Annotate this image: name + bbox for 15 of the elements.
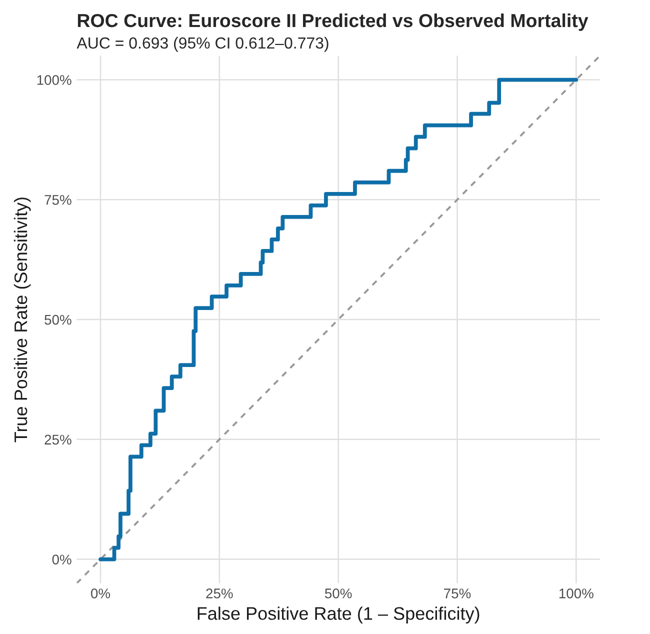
y-tick-label: 75% <box>44 195 72 205</box>
y-tick-label: 0% <box>52 554 72 564</box>
x-tick-label: 100% <box>559 588 594 598</box>
x-tick-label: 0% <box>90 588 110 598</box>
x-tick-label: 25% <box>206 588 233 598</box>
line-series <box>98 78 578 562</box>
y-tick-label: 25% <box>44 434 72 445</box>
y-axis-title: True Positive Rate (Sensitivity) <box>14 198 31 442</box>
y-tick-label: 100% <box>37 75 72 85</box>
chart-title: ROC Curve: Euroscore II Predicted vs Observed Mortality <box>78 13 588 31</box>
x-tick-label: 50% <box>324 588 352 598</box>
chart-subtitle: AUC = 0.693 (95% CI 0.612–0.773) <box>76 36 328 52</box>
y-tick-label: 50% <box>44 314 72 325</box>
x-axis-title: False Positive Rate (1 – Specificity) <box>198 606 480 624</box>
x-tick-label: 75% <box>444 588 471 598</box>
